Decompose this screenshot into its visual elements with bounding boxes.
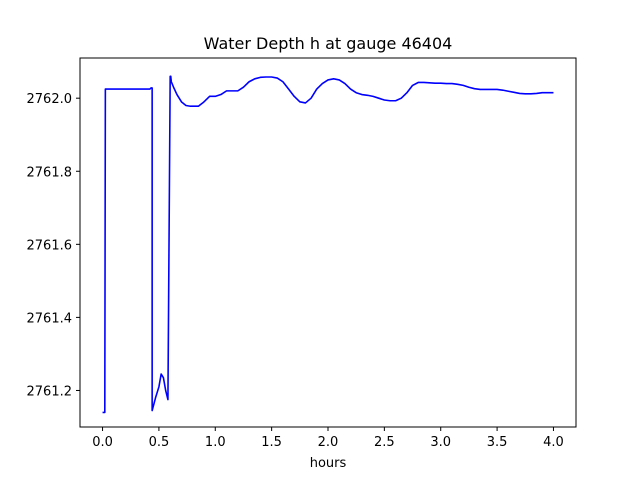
x-tick-label: 0.0 [92, 435, 113, 450]
y-tick-label: 2761.6 [27, 238, 73, 253]
x-tick-label: 2.0 [318, 435, 339, 450]
y-axis: 2761.2 2761.4 2761.6 2761.8 2762.0 [27, 92, 80, 399]
x-tick-label: 3.5 [487, 435, 508, 450]
x-axis-label: hours [310, 456, 347, 471]
y-tick-label: 2761.8 [27, 165, 73, 180]
y-tick-label: 2761.2 [27, 384, 73, 399]
x-axis: 0.0 0.5 1.0 1.5 2.0 2.5 3.0 3.5 4.0 [92, 427, 564, 450]
x-tick-label: 0.5 [149, 435, 170, 450]
y-tick-label: 2762.0 [27, 92, 73, 107]
x-tick-label: 1.0 [205, 435, 226, 450]
series-layer [102, 75, 554, 414]
x-tick-label: 3.0 [430, 435, 451, 450]
y-tick-label: 2761.4 [27, 311, 73, 326]
x-tick-label: 1.5 [261, 435, 282, 450]
x-tick-label: 4.0 [543, 435, 564, 450]
x-tick-label: 2.5 [374, 435, 395, 450]
chart-title: Water Depth h at gauge 46404 [204, 34, 453, 53]
series-line-0 [102, 75, 554, 414]
